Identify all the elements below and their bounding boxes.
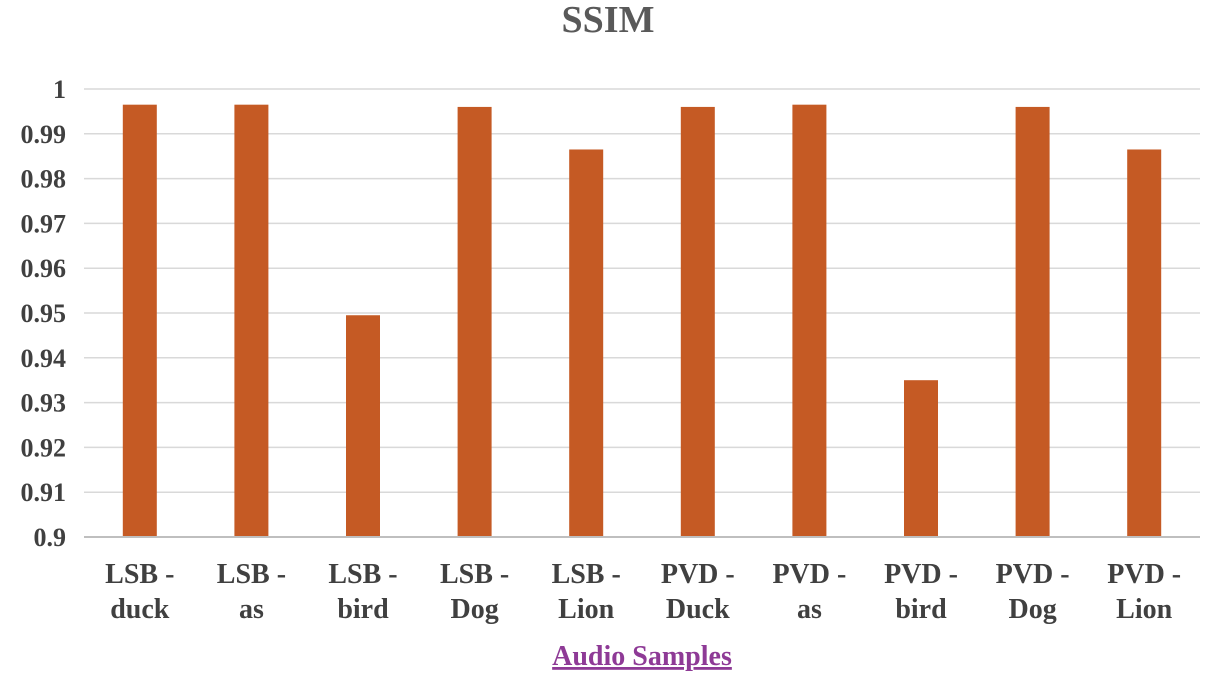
bar [792, 104, 827, 538]
x-category-label: PVD -as [772, 559, 846, 625]
bar [122, 104, 157, 538]
x-category-label: PVD -Lion [1107, 559, 1181, 625]
x-category-label: LSB -bird [328, 559, 397, 625]
x-category-label: PVD -bird [884, 559, 958, 625]
y-tick-label: 0.98 [21, 165, 67, 194]
x-category-label: PVD -Duck [661, 559, 735, 625]
y-tick-label: 1 [53, 75, 66, 104]
y-axis-tick-labels: 0.9 0.91 0.92 0.93 0.94 0.95 0.96 0.97 0.98 0.99 1 [21, 75, 67, 552]
bar [234, 104, 269, 538]
bar [680, 106, 715, 538]
x-axis-title: Audio Samples [552, 641, 732, 672]
y-tick-label: 0.94 [21, 344, 67, 373]
x-category-label: LSB -as [217, 559, 286, 625]
bar [1127, 149, 1162, 538]
y-tick-label: 0.97 [21, 209, 67, 238]
y-tick-label: 0.93 [21, 389, 67, 418]
bars [122, 104, 1162, 538]
y-tick-label: 0.95 [21, 299, 67, 328]
y-tick-label: 0.91 [21, 478, 67, 507]
bar [904, 380, 938, 537]
y-tick-label: 0.99 [21, 120, 67, 149]
x-category-label: LSB -Lion [552, 559, 621, 625]
chart-title: SSIM [562, 0, 655, 41]
x-category-label: PVD -Dog [996, 559, 1070, 625]
bar [346, 315, 380, 537]
bar [1015, 106, 1050, 538]
x-category-label: LSB -Dog [440, 559, 509, 625]
y-tick-label: 0.96 [21, 254, 67, 283]
y-tick-label: 0.9 [34, 523, 67, 552]
gridlines [84, 88, 1200, 493]
bar [457, 106, 492, 538]
x-category-label: LSB -duck [105, 559, 174, 625]
y-tick-label: 0.92 [21, 433, 67, 462]
x-axis-category-labels: LSB -duck LSB -as LSB -bird LSB -Dog LSB -Li… [105, 559, 1181, 625]
bar [569, 149, 604, 538]
